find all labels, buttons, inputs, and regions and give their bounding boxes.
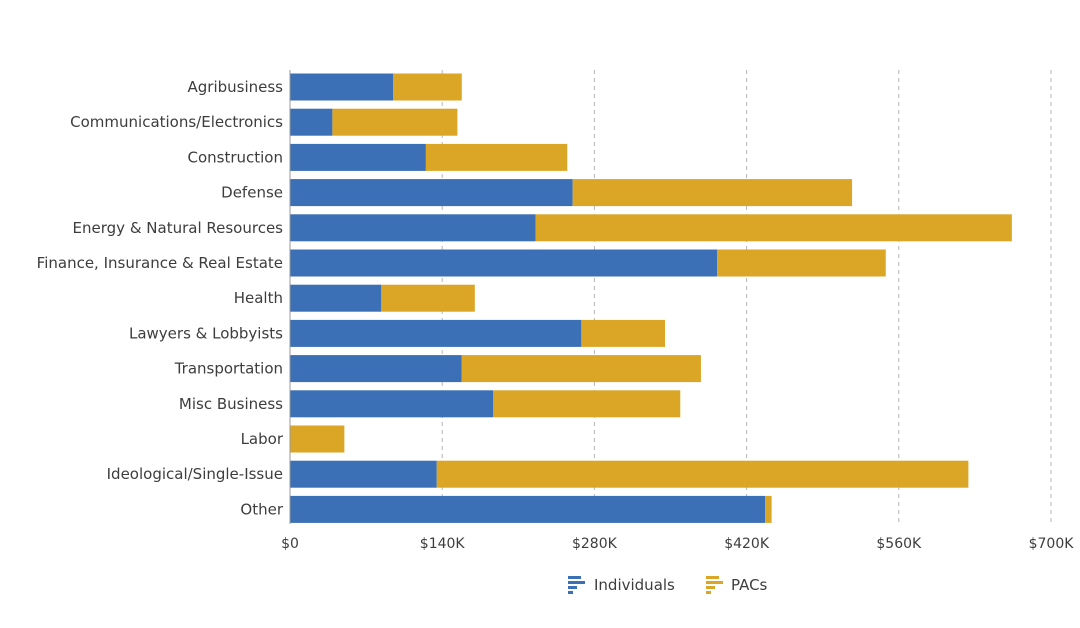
bar-individuals-4[interactable]: [290, 214, 536, 242]
legend-item-individuals[interactable]: Individuals: [568, 576, 675, 594]
bar-pacs-9[interactable]: [493, 390, 681, 418]
bar-individuals-12[interactable]: [290, 495, 766, 523]
category-label: Other: [240, 500, 283, 518]
bar-pacs-8[interactable]: [461, 355, 701, 383]
bar-individuals-0[interactable]: [290, 73, 394, 101]
legend-label: Individuals: [594, 576, 675, 594]
bar-pacs-4[interactable]: [535, 214, 1012, 242]
x-tick-label: $700K: [1029, 536, 1075, 552]
bar-pacs-10[interactable]: [290, 425, 345, 453]
bar-pacs-1[interactable]: [332, 108, 458, 136]
category-label: Lawyers & Lobbyists: [129, 324, 283, 342]
gridlines: [441, 70, 1052, 524]
category-label: Construction: [187, 148, 283, 166]
x-tick-label: $280K: [572, 536, 618, 552]
bar-pacs-2[interactable]: [425, 143, 568, 171]
bars: [290, 73, 1012, 523]
x-tick-label: $420K: [724, 536, 770, 552]
x-tick-label: $560K: [876, 536, 922, 552]
legend[interactable]: Individuals PACs: [568, 576, 768, 594]
bar-pacs-7[interactable]: [581, 319, 666, 347]
x-tick-label: $140K: [420, 536, 466, 552]
category-labels: Agribusiness Communications/Electronics Co…: [37, 78, 284, 518]
bar-individuals-1[interactable]: [290, 108, 333, 136]
bar-pacs-0[interactable]: [393, 73, 462, 101]
bar-individuals-7[interactable]: [290, 319, 582, 347]
bar-individuals-6[interactable]: [290, 284, 382, 312]
bar-individuals-11[interactable]: [290, 460, 437, 488]
bar-pacs-5[interactable]: [717, 249, 886, 277]
bar-individuals-3[interactable]: [290, 179, 573, 207]
category-label: Health: [234, 289, 283, 307]
category-label: Transportation: [174, 360, 283, 378]
bar-pacs-11[interactable]: [436, 460, 969, 488]
legend-item-pacs[interactable]: PACs: [706, 576, 768, 594]
bar-pacs-3[interactable]: [572, 179, 853, 207]
bar-individuals-8[interactable]: [290, 355, 462, 383]
x-tick-label: $0: [281, 536, 299, 552]
category-label: Misc Business: [179, 395, 283, 413]
category-label: Finance, Insurance & Real Estate: [37, 254, 283, 272]
bar-chart-icon: [568, 576, 585, 594]
bar-individuals-2[interactable]: [290, 143, 426, 171]
category-label: Labor: [241, 430, 284, 448]
category-label: Energy & Natural Resources: [73, 219, 284, 237]
category-label: Agribusiness: [188, 78, 284, 96]
category-label: Ideological/Single-Issue: [107, 465, 283, 483]
x-tick-labels: $0 $140K $280K $420K $560K $700K: [281, 536, 1074, 552]
bar-pacs-12[interactable]: [765, 495, 772, 523]
bar-individuals-5[interactable]: [290, 249, 718, 277]
bar-chart-icon: [706, 576, 723, 594]
category-label: Communications/Electronics: [70, 113, 283, 131]
bar-individuals-9[interactable]: [290, 390, 494, 418]
legend-label: PACs: [731, 576, 768, 594]
bar-pacs-6[interactable]: [381, 284, 475, 312]
category-label: Defense: [221, 184, 283, 202]
